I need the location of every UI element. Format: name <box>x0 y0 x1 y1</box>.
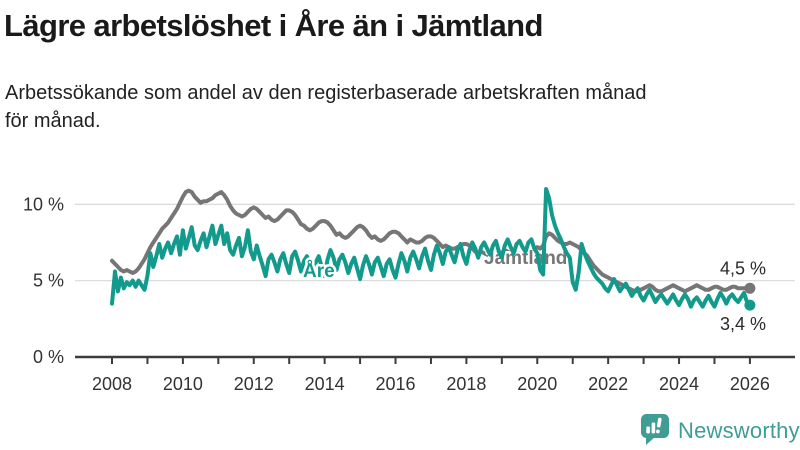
x-tick-label: 2016 <box>375 374 415 394</box>
x-tick-label: 2024 <box>659 374 699 394</box>
logo-exclamation <box>656 417 662 434</box>
end-value-label-åre: 3,4 % <box>720 314 766 334</box>
y-tick-label: 5 % <box>33 271 64 291</box>
logo-bubble-tail <box>646 434 656 445</box>
page-title: Lägre arbetslöshet i Åre än i Jämtland <box>4 8 543 43</box>
y-tick-label: 10 % <box>23 194 64 214</box>
x-tick-label: 2010 <box>163 374 203 394</box>
brand-footer: Newsworthy <box>640 413 800 447</box>
x-tick-label: 2020 <box>517 374 557 394</box>
brand-name: Newsworthy <box>678 418 800 443</box>
end-value-label-jämtland: 4,5 % <box>720 258 766 278</box>
series-line-åre <box>110 187 752 309</box>
series-line-jämtland <box>110 188 752 294</box>
x-tick-label: 2008 <box>92 374 132 394</box>
x-tick-label: 2012 <box>234 374 274 394</box>
newsworthy-logo-icon <box>641 414 669 445</box>
chart-subtitle: Arbetssökande som andel av den registerb… <box>5 79 795 135</box>
series-end-dot-jämtland <box>744 282 756 294</box>
y-tick-label: 0 % <box>33 347 64 367</box>
series-label-åre: Åre <box>303 261 335 282</box>
subtitle-line-1: Arbetssökande som andel av den registerb… <box>5 82 647 104</box>
series-end-dot-åre <box>744 299 756 311</box>
x-tick-label: 2026 <box>730 374 770 394</box>
logo-bar-short <box>646 426 650 434</box>
x-tick-label: 2018 <box>446 374 486 394</box>
x-tick-label: 2022 <box>588 374 628 394</box>
logo-bar-tall <box>651 422 656 434</box>
subtitle-line-2: för månad. <box>5 110 101 132</box>
x-tick-label: 2014 <box>305 374 345 394</box>
